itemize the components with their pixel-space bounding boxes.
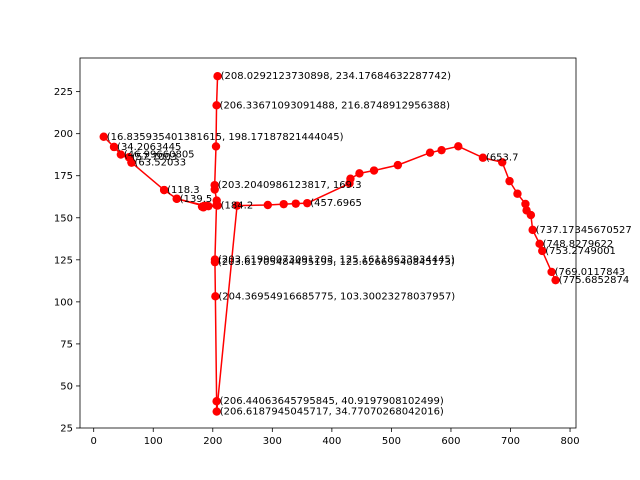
data-point — [127, 158, 136, 167]
x-tick-label: 0 — [91, 436, 97, 447]
data-point — [538, 246, 547, 256]
point-annotation: (203.61705484495195, 123.62669540845173) — [218, 257, 455, 268]
point-annotation: (118.3 — [167, 185, 200, 196]
data-point — [159, 185, 169, 195]
data-point — [212, 397, 221, 406]
x-tick-label: 700 — [501, 436, 520, 447]
data-point — [478, 153, 488, 162]
data-point — [172, 194, 181, 203]
data-point — [279, 199, 288, 209]
point-annotation: (184.2 — [221, 200, 254, 211]
data-point — [303, 198, 312, 208]
data-point — [355, 169, 364, 178]
y-tick-label: 150 — [54, 213, 73, 224]
point-annotation: (206.33671093091488, 216.8748912956388) — [220, 100, 451, 111]
data-point — [232, 201, 242, 210]
data-point — [528, 225, 537, 235]
point-annotation: (203.2040986123817, 169.3 — [218, 180, 362, 191]
x-tick-label: 800 — [560, 436, 579, 447]
series-line — [102, 76, 557, 413]
y-tick-label: 175 — [54, 171, 73, 182]
point-annotation: (769.0117843 — [555, 267, 626, 278]
point-annotation: (775.6852874 — [559, 275, 630, 286]
data-point — [109, 142, 119, 152]
data-point — [116, 150, 126, 159]
data-point — [99, 132, 108, 141]
point-annotation: (139.5 — [180, 194, 213, 205]
x-tick-label: 600 — [441, 436, 460, 447]
point-annotation: (206.44063645795845, 40.9197908102499) — [220, 396, 444, 407]
x-tick-label: 500 — [382, 436, 401, 447]
point-annotation: (457.6965 — [310, 198, 362, 209]
data-point — [210, 257, 220, 267]
point-annotation: (737.17345670527 — [536, 225, 632, 236]
x-tick-label: 200 — [203, 436, 222, 447]
data-point — [263, 200, 273, 210]
y-tick-label: 50 — [60, 381, 73, 392]
plot-area-frame — [79, 57, 577, 429]
data-point — [521, 199, 530, 209]
axis-ticks: 0 100 200 300 400 500 600 700 800 25 50 75 100 125 150… — [54, 87, 580, 447]
point-annotation: (57.7003 — [132, 152, 177, 163]
point-annotation: (208.0292123730898, 234.17684632287742) — [221, 71, 452, 82]
data-point — [213, 72, 222, 81]
x-tick-label: 300 — [263, 436, 282, 447]
point-annotation: (16.835935401381615, 198.17187821444045) — [107, 132, 344, 143]
data-point — [212, 407, 221, 416]
data-point — [346, 174, 355, 183]
data-point — [212, 101, 221, 110]
point-annotation: (753.2749001 — [545, 246, 616, 257]
data-point — [211, 292, 220, 301]
data-point — [369, 166, 379, 175]
data-point — [513, 189, 522, 198]
data-point — [393, 160, 403, 170]
y-tick-label: 75 — [60, 339, 73, 350]
data-point — [551, 275, 560, 285]
y-tick-label: 125 — [54, 255, 73, 266]
x-tick-label: 100 — [144, 436, 163, 447]
data-point — [505, 176, 514, 186]
data-point — [526, 210, 536, 220]
y-tick-label: 25 — [60, 424, 73, 435]
data-point — [210, 185, 219, 194]
data-point — [425, 148, 435, 157]
point-annotation: (46.99660805 — [124, 150, 195, 161]
data-point — [437, 145, 446, 155]
data-labels: (208.0292123730898, 234.17684632287742) (… — [107, 71, 632, 417]
data-point — [204, 201, 213, 211]
data-point — [454, 142, 463, 151]
series-group — [99, 72, 560, 416]
data-point — [535, 239, 544, 249]
point-annotation: (34.2063445 — [117, 142, 181, 153]
point-annotation: (206.6187945045717, 34.77070268042016) — [220, 407, 444, 418]
point-annotation: (204.36954916685775, 103.30023278037957) — [218, 291, 455, 302]
data-point — [211, 142, 221, 151]
data-point — [212, 200, 221, 210]
x-tick-label: 400 — [322, 436, 341, 447]
y-tick-label: 200 — [54, 129, 73, 140]
point-annotation: (653.7 — [486, 153, 519, 164]
data-point — [498, 158, 507, 167]
point-annotation: (63.52033 — [135, 158, 187, 169]
point-annotation: (203.61990073091203, 125.16118633934445) — [218, 255, 455, 266]
point-annotation: (748.8279622 — [543, 239, 614, 250]
data-point — [547, 267, 556, 277]
data-point — [291, 199, 300, 208]
y-tick-label: 100 — [54, 297, 73, 308]
y-tick-label: 225 — [54, 87, 73, 98]
